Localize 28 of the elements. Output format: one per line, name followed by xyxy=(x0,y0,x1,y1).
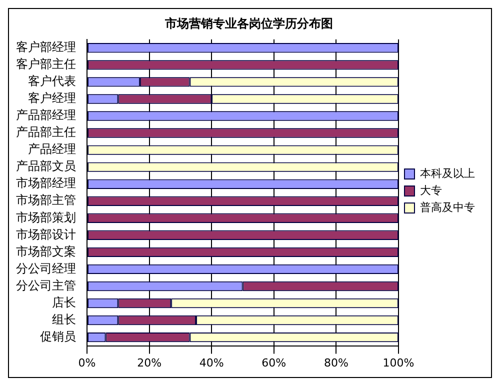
x-tick-label: 0% xyxy=(78,356,96,370)
y-tick-label: 分公司主管 xyxy=(16,278,76,292)
y-tick-label: 促销员 xyxy=(40,329,76,344)
y-tick-label: 市场部策划 xyxy=(16,210,76,224)
x-tick-label: 20% xyxy=(137,356,162,370)
legend-label: 本科及以上 xyxy=(420,166,475,180)
y-tick-label: 产品部文员 xyxy=(16,159,76,174)
y-tick-label: 分公司经理 xyxy=(16,261,76,276)
y-tick-label: 市场部主管 xyxy=(16,193,76,208)
y-tick-label: 客户代表 xyxy=(28,74,76,88)
x-tick-label: 60% xyxy=(262,356,286,370)
y-tick-label: 客户部主任 xyxy=(16,57,76,72)
y-tick-label: 产品经理 xyxy=(28,142,76,156)
y-tick-label: 客户部经理 xyxy=(16,40,76,54)
y-tick-label: 产品部经理 xyxy=(16,108,76,122)
y-tick-label: 产品部主任 xyxy=(16,125,76,140)
y-tick-label: 客户经理 xyxy=(28,91,76,106)
legend-label: 普高及中专 xyxy=(420,200,475,214)
legend-label: 大专 xyxy=(420,184,442,197)
chart-title: 市场营销专业各岗位学历分布图 xyxy=(164,16,333,30)
y-tick-label: 组长 xyxy=(52,312,76,326)
x-tick-label: 40% xyxy=(199,356,224,370)
y-tick-label: 店长 xyxy=(52,295,76,310)
x-tick-label: 80% xyxy=(324,356,348,370)
x-tick-label: 100% xyxy=(382,356,414,370)
y-tick-label: 市场部设计 xyxy=(16,227,76,242)
y-tick-label: 市场部文案 xyxy=(16,244,76,258)
y-tick-label: 市场部经理 xyxy=(16,176,76,190)
